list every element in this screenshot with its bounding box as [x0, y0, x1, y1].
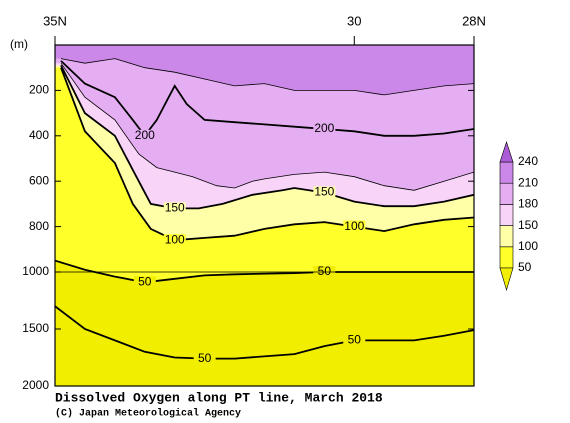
colorbar-bottom: [499, 267, 514, 292]
colorbar-band: [499, 161, 514, 184]
contour-label-bg: [133, 129, 156, 142]
colorbar-label: 50: [518, 260, 532, 274]
contour-line: [60, 58, 474, 96]
contour-label: 100: [344, 219, 364, 233]
y-tick-label: 800: [29, 219, 49, 233]
contour-label: 50: [198, 351, 212, 365]
y-tick-label: 2000: [22, 378, 49, 392]
contour-lines: 200 200 150 150 100 100 50 50 50 50: [55, 58, 474, 365]
contour-label-bg: [313, 186, 336, 199]
y-tick-label: 200: [29, 83, 49, 97]
y-tick-label: 1000: [22, 264, 49, 278]
contour-label: 100: [165, 232, 185, 246]
contour-label: 150: [314, 185, 334, 199]
contour-label: 50: [348, 333, 362, 347]
y-tick-label: 400: [29, 128, 49, 142]
colorbar-label: 180: [518, 197, 538, 211]
plot-frame: [54, 44, 475, 387]
x-tick-label: 30: [347, 13, 361, 28]
contour-fills: [55, 45, 474, 386]
contour-label: 50: [138, 274, 152, 288]
colorbar-top: [499, 141, 514, 163]
contour-label-bg: [193, 352, 216, 365]
contour-label: 200: [135, 128, 155, 142]
x-tick-label: 35N: [43, 13, 67, 28]
colorbar-label: 240: [518, 154, 538, 168]
contour-label-bg: [343, 220, 366, 233]
colorbar-band: [499, 225, 514, 248]
contour-line: [60, 62, 474, 191]
contour-fill: [55, 306, 474, 386]
contour-line: [55, 305, 474, 360]
contour-label-bg: [163, 202, 186, 215]
x-tick-label: 28N: [462, 13, 486, 28]
contour-line: [60, 60, 474, 138]
y-axis-label: (m): [10, 37, 28, 51]
contour-line: [60, 64, 474, 210]
colorbar-band: [499, 182, 514, 205]
colorbar-label: 100: [518, 239, 538, 253]
contour-label-bg: [163, 234, 186, 247]
chart-title: Dissolved Oxygen along PT line, March 20…: [55, 390, 383, 405]
colorbar-label: 150: [518, 218, 538, 232]
contour-label-bg: [343, 334, 366, 347]
contour-label-bg: [313, 122, 336, 135]
contour-label: 150: [165, 201, 185, 215]
colorbar-label: 210: [518, 175, 538, 189]
contour-line: [60, 67, 474, 242]
contour-label-bg: [133, 276, 156, 289]
colorbar-band: [499, 204, 514, 226]
y-tick-label: 600: [29, 173, 49, 187]
contour-label: 200: [314, 121, 334, 135]
y-tick-label: 1500: [22, 321, 49, 335]
credit: (C) Japan Meteorological Agency: [55, 408, 241, 420]
contour-label: 50: [318, 264, 332, 278]
colorbar-band: [499, 246, 514, 269]
